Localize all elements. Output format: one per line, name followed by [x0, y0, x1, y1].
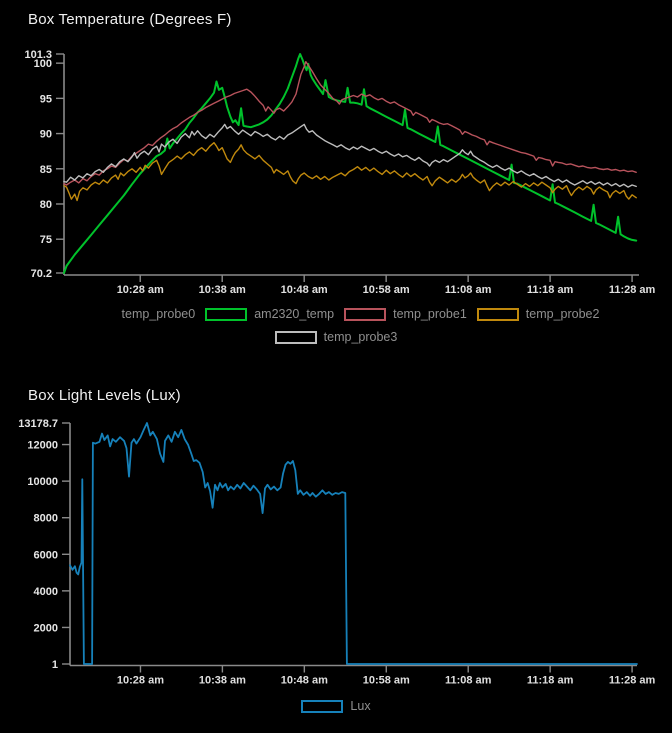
light-x-tick-label: 10:38 am [199, 675, 246, 687]
legend-swatch-temp_probe1 [344, 307, 387, 321]
temp-y-tick-label: 90 [40, 129, 52, 141]
temp-x-tick-label: 10:58 am [363, 284, 410, 296]
light-x-tick-label: 11:28 am [609, 675, 656, 687]
legend-label-temp_probe2: temp_probe2 [525, 307, 600, 321]
series-line-temp_probe1[interactable] [63, 61, 637, 186]
legend-swatch-Lux [301, 699, 344, 713]
light-y-tick-label: 10000 [27, 476, 58, 488]
temp-chart-axes [63, 54, 639, 276]
light-y-tick-label: 4000 [34, 586, 58, 598]
legend-swatch-temp_probe3 [274, 330, 317, 344]
temp-x-tick-label: 10:28 am [117, 284, 164, 296]
temp-chart-legend: temp_probe0 am2320_temp temp_probe1 temp_pr… [0, 307, 672, 344]
light-y-tick-label: 13178.7 [18, 418, 58, 430]
temp-chart-legend-items: temp_probe0 am2320_temp temp_probe1 temp_pr… [51, 307, 621, 344]
legend-label-temp_probe1: temp_probe1 [393, 307, 467, 321]
light-chart-axes [69, 423, 637, 667]
legend-swatch-am2320_temp [205, 307, 248, 321]
legend-item-temp_probe3[interactable]: temp_probe3 [274, 330, 398, 344]
legend-item-am2320_temp[interactable]: am2320_temp [205, 307, 334, 321]
legend-item-temp_probe2[interactable]: temp_probe2 [476, 307, 600, 321]
legend-label-Lux: Lux [350, 699, 371, 713]
legend-label-temp_probe3: temp_probe3 [323, 330, 398, 344]
temp-x-tick-label: 11:28 am [609, 284, 656, 296]
temp-x-tick-label: 11:18 am [527, 284, 574, 296]
light-chart-title: Box Light Levels (Lux) [28, 387, 181, 404]
temp-x-tick-label: 10:48 am [281, 284, 328, 296]
light-y-tick-label: 1 [52, 659, 58, 671]
temp-y-tick-label: 101.3 [24, 49, 52, 61]
temp-x-tick-label: 11:08 am [445, 284, 492, 296]
legend-item-temp_probe1[interactable]: temp_probe1 [344, 307, 467, 321]
series-line-Lux[interactable] [69, 422, 638, 665]
light-y-tick-label: 2000 [34, 622, 58, 634]
series-line-temp_probe3[interactable] [63, 123, 637, 188]
temp-y-tick-label: 85 [40, 164, 52, 176]
temp-x-tick-label: 10:38 am [199, 284, 246, 296]
temp-y-tick-label: 70.2 [31, 268, 52, 280]
light-y-tick-label: 6000 [34, 549, 58, 561]
light-x-tick-label: 10:28 am [117, 675, 164, 687]
light-x-tick-label: 10:58 am [363, 675, 410, 687]
legend-item-temp_probe0[interactable]: temp_probe0 [72, 307, 196, 321]
light-chart-legend-items: Lux [296, 699, 375, 713]
light-chart-legend: Lux [0, 699, 672, 713]
temp-y-tick-label: 80 [40, 199, 52, 211]
legend-item-Lux[interactable]: Lux [301, 699, 371, 713]
legend-swatch-temp_probe0 [72, 307, 115, 321]
light-y-tick-label: 8000 [34, 513, 58, 525]
light-x-tick-label: 11:18 am [527, 675, 574, 687]
legend-label-temp_probe0: temp_probe0 [121, 307, 196, 321]
temp-y-tick-label: 95 [40, 93, 52, 105]
light-y-tick-label: 12000 [27, 440, 58, 452]
legend-swatch-temp_probe2 [476, 307, 519, 321]
temp-chart-title: Box Temperature (Degrees F) [28, 11, 232, 28]
light-x-tick-label: 11:08 am [445, 675, 492, 687]
temp-y-tick-label: 75 [40, 234, 52, 246]
temp-y-tick-label: 100 [34, 58, 52, 70]
series-line-temp_probe2[interactable] [63, 141, 637, 202]
light-x-tick-label: 10:48 am [281, 675, 328, 687]
legend-label-am2320_temp: am2320_temp [254, 307, 335, 321]
series-line-am2320_temp[interactable] [63, 53, 638, 274]
